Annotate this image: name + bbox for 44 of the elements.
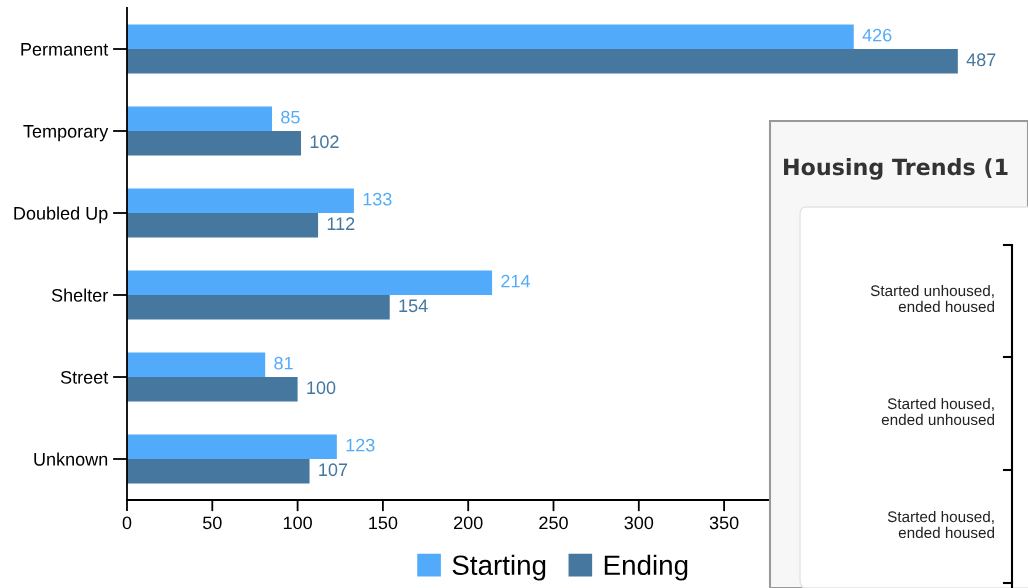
y-tick-label: Unknown bbox=[34, 452, 108, 466]
data-label: 123 bbox=[346, 438, 375, 452]
text: Housing Trends (1 bbox=[784, 158, 1008, 180]
bar bbox=[127, 106, 273, 131]
bar bbox=[127, 377, 298, 402]
bar bbox=[127, 459, 310, 484]
data-label: 102 bbox=[310, 135, 339, 149]
bar bbox=[127, 49, 958, 74]
x-tick-label: 350 bbox=[709, 516, 739, 530]
x-tick-label: 50 bbox=[202, 516, 222, 530]
annotation: Started housed, ended unhoused bbox=[881, 397, 995, 426]
y-tick-label: Doubled Up bbox=[14, 206, 108, 224]
bar bbox=[127, 434, 337, 459]
data-label: 112 bbox=[327, 217, 355, 230]
bar bbox=[127, 352, 266, 377]
bar bbox=[127, 24, 854, 49]
data-label: 426 bbox=[862, 28, 892, 42]
annotation: Started unhoused, ended housed bbox=[870, 284, 995, 313]
y-tick-label: Permanent bbox=[21, 43, 109, 56]
text: Started housed, ended housed bbox=[887, 510, 995, 539]
y-tick-label: Shelter bbox=[51, 288, 108, 302]
x-tick-label: 100 bbox=[283, 516, 312, 530]
data-label: 100 bbox=[307, 381, 336, 395]
bar bbox=[127, 131, 302, 156]
x-tick-label: 250 bbox=[539, 516, 568, 530]
data-label: 85 bbox=[281, 110, 300, 124]
data-label: 81 bbox=[274, 356, 293, 370]
data-label: 154 bbox=[399, 299, 428, 313]
x-tick-label: 150 bbox=[369, 516, 398, 530]
y-tick-label: Street bbox=[60, 370, 109, 384]
legend-label: Ending bbox=[604, 554, 688, 581]
y-tick-label: Temporary bbox=[23, 125, 109, 142]
x-tick-label: 0 bbox=[122, 516, 132, 530]
data-label: 133 bbox=[363, 192, 392, 206]
bar bbox=[127, 188, 354, 213]
x-tick-label: 200 bbox=[454, 516, 483, 530]
data-label: 214 bbox=[501, 274, 531, 288]
data-label: 487 bbox=[966, 53, 996, 67]
x-tick-label: 300 bbox=[624, 516, 654, 530]
bar bbox=[127, 213, 319, 238]
bar bbox=[127, 270, 493, 295]
data-label: 107 bbox=[319, 463, 348, 477]
bar bbox=[127, 295, 390, 320]
legend-label: Starting bbox=[452, 554, 546, 581]
